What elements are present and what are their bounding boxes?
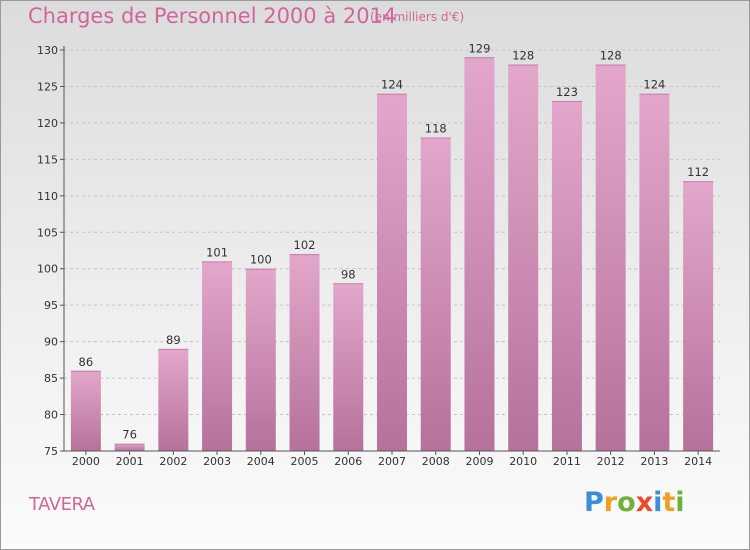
bar-2003 bbox=[202, 261, 233, 451]
x-tick-label: 2006 bbox=[334, 455, 362, 468]
bar-2002 bbox=[158, 348, 189, 451]
bar-2000 bbox=[70, 370, 101, 451]
y-tick-label: 100 bbox=[37, 263, 58, 276]
data-label-2001: 76 bbox=[122, 428, 137, 442]
data-label-2012: 128 bbox=[600, 49, 622, 63]
chart-title: Charges de Personnel 2000 à 2014 bbox=[28, 4, 397, 28]
commune-name: TAVERA bbox=[29, 494, 95, 515]
x-tick-label: 2011 bbox=[553, 455, 581, 468]
data-label-2008: 118 bbox=[425, 121, 447, 135]
logo-letter: r bbox=[603, 487, 618, 518]
data-label-2002: 89 bbox=[166, 333, 181, 347]
logo-letter: t bbox=[662, 487, 676, 518]
data-label-2010: 128 bbox=[512, 49, 534, 63]
y-tick-label: 125 bbox=[37, 80, 58, 93]
y-tick-label: 80 bbox=[44, 409, 58, 422]
chart-unit-note: (en milliers d'€) bbox=[370, 10, 465, 24]
x-tick-label: 2014 bbox=[684, 455, 712, 468]
data-label-2014: 112 bbox=[687, 165, 709, 179]
data-label-2006: 98 bbox=[341, 267, 356, 281]
bar-2009 bbox=[464, 57, 495, 452]
logo-letter: x bbox=[635, 487, 654, 518]
y-tick-label: 130 bbox=[37, 44, 58, 57]
bar-2005 bbox=[289, 254, 320, 451]
y-tick-label: 110 bbox=[37, 190, 58, 203]
data-label-2007: 124 bbox=[381, 78, 403, 92]
y-tick-label: 115 bbox=[37, 153, 58, 166]
x-tick-label: 2002 bbox=[159, 455, 187, 468]
bar-2013 bbox=[639, 93, 670, 451]
bar-2011 bbox=[551, 101, 582, 451]
data-label-2000: 86 bbox=[79, 355, 94, 369]
y-tick-label: 95 bbox=[44, 299, 58, 312]
bar-2008 bbox=[420, 137, 451, 451]
y-tick-label: 85 bbox=[44, 372, 58, 385]
bar-2006 bbox=[333, 283, 364, 451]
logo-letter: i bbox=[653, 487, 663, 518]
data-label-2013: 124 bbox=[643, 78, 665, 92]
data-label-2005: 102 bbox=[294, 238, 316, 252]
bar-2010 bbox=[508, 64, 539, 451]
data-label-2003: 101 bbox=[206, 245, 228, 259]
bar-2001 bbox=[114, 443, 145, 451]
y-tick-label: 120 bbox=[37, 117, 58, 130]
x-tick-label: 2013 bbox=[640, 455, 668, 468]
logo-letter: P bbox=[584, 487, 604, 518]
x-tick-label: 2012 bbox=[597, 455, 625, 468]
x-tick-label: 2010 bbox=[509, 455, 537, 468]
logo-letter: i bbox=[675, 487, 685, 518]
x-tick-label: 2007 bbox=[378, 455, 406, 468]
x-tick-label: 2005 bbox=[291, 455, 319, 468]
x-tick-label: 2003 bbox=[203, 455, 231, 468]
data-label-2011: 123 bbox=[556, 85, 578, 99]
x-tick-label: 2001 bbox=[116, 455, 144, 468]
bar-2012 bbox=[595, 64, 626, 451]
y-tick-label: 105 bbox=[37, 226, 58, 239]
proxiti-logo: Proxiti bbox=[584, 487, 685, 518]
bar-2004 bbox=[245, 268, 276, 451]
data-label-2009: 129 bbox=[468, 41, 490, 55]
logo-letter: o bbox=[617, 487, 636, 518]
x-tick-label: 2004 bbox=[247, 455, 275, 468]
y-tick-label: 90 bbox=[44, 336, 58, 349]
bar-2014 bbox=[683, 181, 714, 451]
x-tick-label: 2000 bbox=[72, 455, 100, 468]
bar-2007 bbox=[377, 93, 407, 451]
x-tick-label: 2008 bbox=[422, 455, 450, 468]
data-label-2004: 100 bbox=[250, 253, 272, 267]
y-tick-label: 75 bbox=[44, 445, 58, 458]
x-tick-label: 2009 bbox=[465, 455, 493, 468]
